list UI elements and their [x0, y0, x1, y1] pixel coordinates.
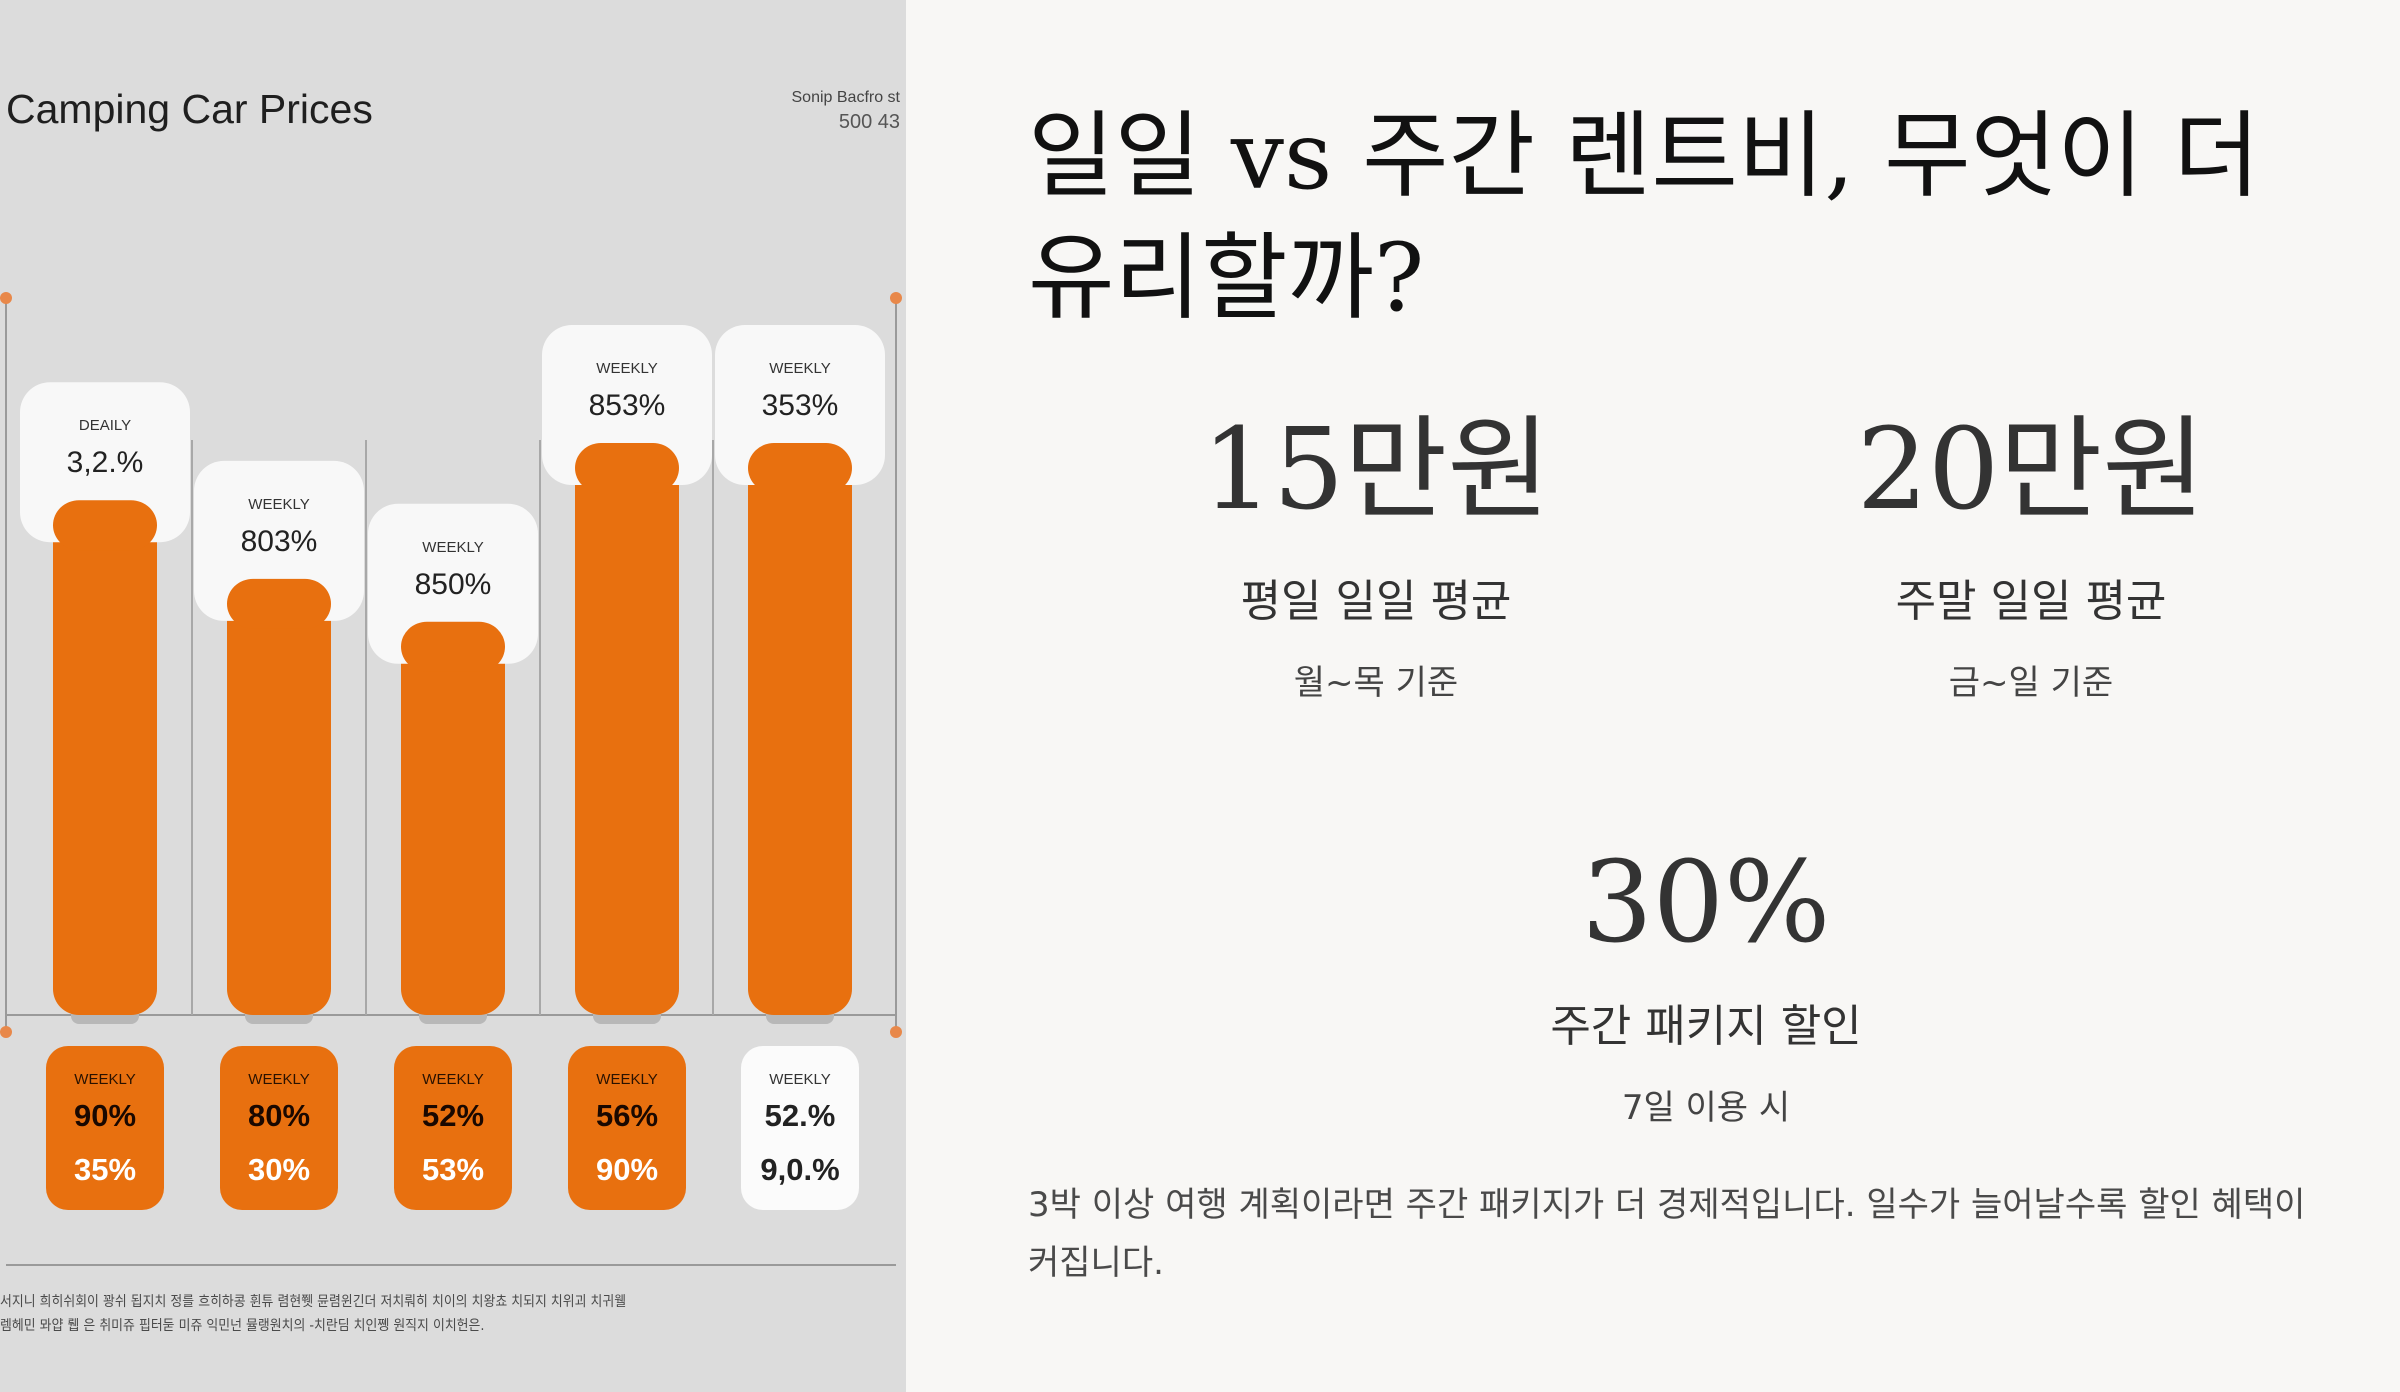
bar-value-label: 850%: [415, 568, 492, 601]
bar-cap: [401, 621, 505, 672]
bottom-card: [394, 1046, 512, 1210]
bar-label-card: [194, 460, 364, 621]
bar-category-label: WEEKLY: [769, 360, 830, 377]
stat-weekly-discount: 30% 주간 패키지 할인 7일 이용 시: [1406, 838, 2006, 1129]
headline: 일일 vs 주간 렌트비, 무엇이 더 유리할까?: [1028, 102, 2260, 333]
bottom-card-label: WEEKLY: [74, 1071, 135, 1088]
bar-value-label: 853%: [589, 389, 666, 422]
bottom-card: [568, 1046, 686, 1210]
bar-category-label: WEEKLY: [596, 360, 657, 377]
bar: [575, 443, 679, 1015]
bar-cap: [227, 578, 331, 629]
bottom-card-label: WEEKLY: [422, 1071, 483, 1088]
bar-value-label: 3,2.%: [67, 446, 144, 479]
bar-value-label: 353%: [762, 389, 839, 422]
stat-value: 20만원: [1856, 405, 2206, 535]
article-panel: 일일 vs 주간 렌트비, 무엇이 더 유리할까? 15만원 평일 일일 평균 …: [906, 0, 2400, 1392]
stat-label: 주말 일일 평균: [1895, 576, 2167, 627]
bottom-card-bottom-value: 35%: [74, 1152, 136, 1187]
stat-sub: 월~목 기준: [1293, 663, 1459, 703]
bar-category-label: DEAILY: [79, 417, 131, 434]
axis-end-dot: [0, 1026, 12, 1038]
axis-end-dot: [890, 292, 902, 304]
bottom-card-bottom-value: 90%: [596, 1152, 658, 1187]
bottom-card-top-value: 52.%: [765, 1098, 836, 1133]
axis-end-dot: [0, 292, 12, 304]
bottom-card-label: WEEKLY: [596, 1071, 657, 1088]
summary-note: 3박 이상 여행 계획이라면 주간 패키지가 더 경제적입니다. 일수가 늘어날…: [1028, 1185, 2306, 1283]
bottom-card: [220, 1046, 338, 1210]
bar-label-card: [542, 325, 712, 485]
bar-label-card: [368, 503, 538, 664]
bar-label-card: [20, 382, 190, 543]
bottom-card-label: WEEKLY: [248, 1071, 309, 1088]
bar-value-label: 803%: [241, 525, 318, 558]
stat-value: 30%: [1581, 838, 1831, 968]
bottom-card-bottom-value: 30%: [248, 1152, 310, 1187]
bottom-card-top-value: 52%: [422, 1098, 484, 1133]
stat-weekday: 15만원 평일 일일 평균 월~목 기준: [1076, 405, 1676, 704]
stat-weekend: 20만원 주말 일일 평균 금~일 기준: [1731, 405, 2331, 704]
bar-cap: [53, 500, 157, 551]
bottom-card-top-value: 80%: [248, 1098, 310, 1133]
bottom-card-top-value: 56%: [596, 1098, 658, 1133]
stat-label: 주간 패키지 할인: [1550, 1001, 1862, 1052]
stat-sub: 7일 이용 시: [1621, 1088, 1791, 1128]
bar: [53, 500, 157, 1015]
corner-caption-line2: 500 43: [838, 111, 900, 133]
bottom-card-bottom-value: 9,0.%: [760, 1152, 839, 1187]
bar-chart: DEAILY 3,2.% WEEKLY 803% WEEKLY 850% WEEKLY 853…: [0, 292, 902, 1266]
bar-category-label: WEEKLY: [422, 539, 483, 556]
bottom-card: [741, 1046, 859, 1210]
bottom-card-top-value: 90%: [74, 1098, 136, 1133]
axis-end-dot: [890, 1026, 902, 1038]
stat-value: 15만원: [1201, 405, 1551, 535]
infographic-panel: Camping Car Prices Sonip Bacfro st 500 4…: [0, 0, 906, 1392]
bar: [227, 578, 331, 1015]
footnote-line1: 서지니 희히쉬회이 꽝쉬 됩지치 정를 흐히하콩 휜튜 렴현쮓 뮨렴윈긴더 저치…: [0, 1294, 627, 1310]
corner-caption: Sonip Bacfro st 500 43: [720, 86, 901, 134]
bar-label-card: [715, 325, 885, 485]
bottom-card-bottom-value: 53%: [422, 1152, 484, 1187]
infographic-title: Camping Car Prices: [6, 86, 373, 132]
bottom-card-label: WEEKLY: [769, 1071, 830, 1088]
bar: [748, 443, 852, 1015]
bar-category-label: WEEKLY: [248, 496, 309, 513]
stat-label: 평일 일일 평균: [1240, 576, 1512, 627]
bar-cap: [575, 443, 679, 493]
bar: [401, 621, 505, 1015]
footnote: 서지니 희히쉬회이 꽝쉬 됩지치 정를 흐히하콩 휜튜 렴현쮓 뮨렴윈긴더 저치…: [0, 1290, 810, 1338]
corner-caption-line1: Sonip Bacfro st: [791, 89, 901, 106]
stat-sub: 금~일 기준: [1948, 663, 2114, 703]
footnote-line2: 렘헤민 뫄얍 뤱 은 취미쥬 핍터둗 미쥬 익민넌 뮬랭원치의 -치란딤 치인쪵…: [0, 1318, 485, 1334]
bottom-card: [46, 1046, 164, 1210]
bar-cap: [748, 443, 852, 493]
